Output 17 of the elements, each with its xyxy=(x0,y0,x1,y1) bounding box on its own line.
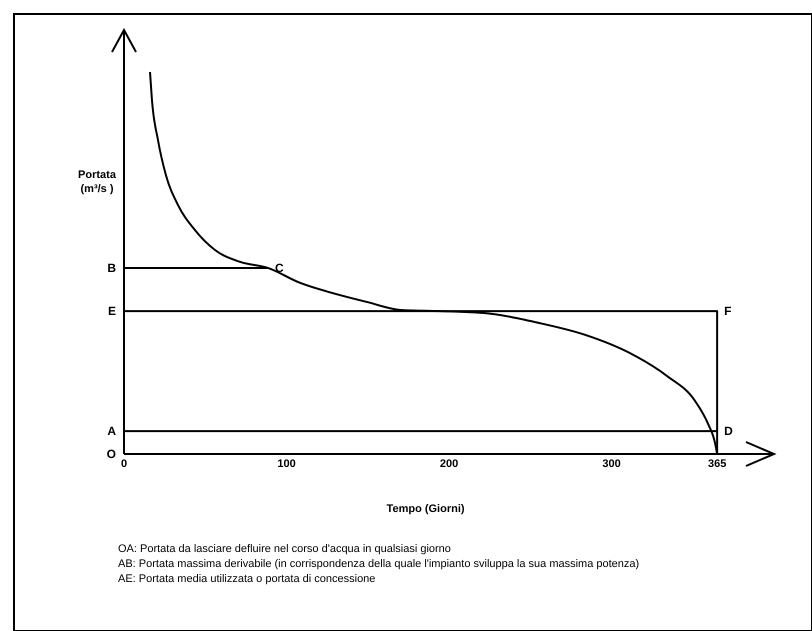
text: AB: Portata massima derivabile (in corrispondenza della quale l'impianto sviluppa la sua massima potenza) xyxy=(118,558,640,570)
x-tick-label: 0 xyxy=(120,458,128,470)
x-axis-title: Tempo (Giorni) xyxy=(386,503,465,515)
annotation: A xyxy=(107,424,116,438)
annotation: D xyxy=(724,424,734,438)
x-tick-label: 365 xyxy=(708,458,726,470)
annotation: C xyxy=(274,260,284,275)
annotation: E xyxy=(108,304,116,318)
annotation: B xyxy=(107,260,116,275)
text: AE: Portata media utilizzata o portata di concessione xyxy=(118,573,376,585)
annotation: F xyxy=(724,304,732,318)
x-tick-label: 300 xyxy=(602,458,621,470)
x-tick-label: 100 xyxy=(277,458,296,470)
y-axis-title: Portata (m³/s ) xyxy=(78,169,117,195)
text: O xyxy=(106,447,116,461)
text: OA: Portata da lasciare defluire nel corso d'acqua in qualsiasi giorno xyxy=(118,543,451,555)
x-tick-label: 200 xyxy=(440,458,458,470)
